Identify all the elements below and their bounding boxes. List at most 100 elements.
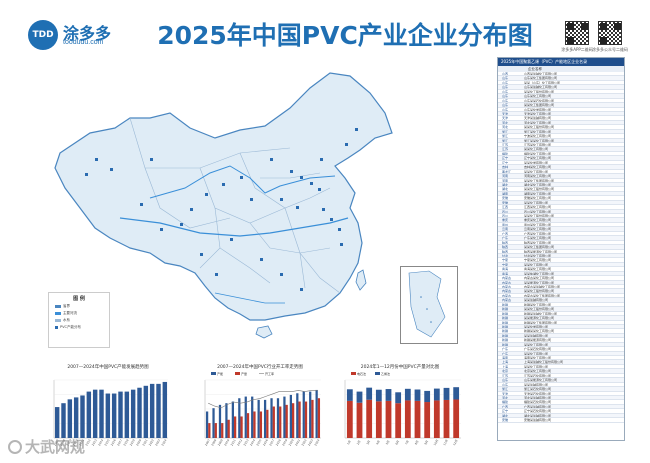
row-province: 湖北 bbox=[502, 187, 509, 191]
bar bbox=[73, 397, 79, 438]
row-company: 某某能源化工有限公司 bbox=[524, 316, 555, 320]
directory-row: 内蒙古 某某氯碱有限公司 bbox=[498, 298, 624, 303]
bar bbox=[375, 401, 382, 438]
chart-capacity-svg: 2007 2008 2009 2010 2011 2012 2013 2014 2015 2016… bbox=[53, 379, 168, 447]
qr-code-wechat[interactable] bbox=[598, 21, 622, 45]
tick-label: 2015 bbox=[103, 438, 110, 446]
row-province: 上海 bbox=[502, 364, 509, 369]
directory-row: 新疆 新疆某化工有限公司 bbox=[498, 302, 624, 308]
enterprise-directory[interactable]: 2025年中国聚氯乙烯（PVC）产能地区企业名录 企业名称 山西 山西某氯碱化工有… bbox=[497, 57, 625, 441]
row-province: 山东 bbox=[502, 98, 509, 103]
directory-row: 辽宁 某某化学有限公司 bbox=[498, 160, 624, 166]
row-company: 新疆某化工集团有限公司 bbox=[524, 320, 558, 324]
bar bbox=[453, 399, 460, 438]
row-company: 重庆某化工有限公司 bbox=[524, 218, 552, 222]
tick-label: 2017 bbox=[268, 438, 275, 446]
row-company: 天津某石化有限公司 bbox=[524, 391, 552, 395]
chart-title: 2007—2024年中国PVC行业开工率走势图 bbox=[217, 365, 303, 370]
directory-row: 宁夏 某某化工有限公司 bbox=[498, 262, 624, 268]
tick-label: 2020 bbox=[135, 438, 142, 446]
bar bbox=[304, 401, 308, 438]
row-province: 辽宁 bbox=[502, 160, 509, 165]
row-company: 安徽某化工有限公司 bbox=[524, 196, 552, 200]
row-province: 宁夏 bbox=[502, 262, 509, 267]
bar bbox=[366, 399, 373, 438]
bar bbox=[433, 388, 440, 401]
bar bbox=[315, 389, 318, 438]
row-province: 北京 bbox=[502, 369, 509, 373]
row-province: 新疆 bbox=[502, 324, 509, 329]
qr-code-app[interactable] bbox=[565, 21, 589, 45]
directory-row: 山东 山东某氯碱化工有限公司 bbox=[498, 85, 624, 90]
row-province: 浙江 bbox=[502, 387, 509, 391]
row-province: 内蒙古 bbox=[502, 280, 512, 284]
row-province: 山东 bbox=[502, 382, 509, 387]
bar bbox=[221, 423, 224, 438]
row-province: 山东 bbox=[502, 85, 509, 89]
row-company: 某某化工有限公司 bbox=[524, 364, 549, 369]
directory-row: 北京 北京某化工有限公司 bbox=[498, 369, 624, 374]
row-province: 河南 bbox=[502, 174, 509, 178]
row-company: 某某化工股份有限公司 bbox=[524, 214, 555, 218]
row-company: 湖北某化工有限公司 bbox=[524, 182, 552, 187]
directory-row: 新疆 新疆某某化工有限公司 bbox=[498, 329, 624, 334]
row-company: 内蒙古某化工集团有限公司 bbox=[524, 293, 561, 298]
bar bbox=[414, 400, 421, 438]
bar bbox=[162, 381, 168, 438]
directory-row: 辽宁 辽宁某化工有限公司 bbox=[498, 156, 624, 161]
row-company: 内蒙古某化工有限公司 bbox=[524, 276, 555, 280]
directory-row: 贵州 贵州某化工有限公司 bbox=[498, 223, 624, 228]
directory-row: 重庆 重庆某化工有限公司 bbox=[498, 218, 624, 223]
bar bbox=[225, 403, 228, 438]
directory-row: 甘肃 甘肃某化工有限公司 bbox=[498, 253, 624, 259]
directory-row: 安徽 安徽某氯碱有限公司 bbox=[498, 418, 624, 423]
bar bbox=[298, 401, 301, 438]
tick-label: 2009 bbox=[65, 438, 72, 446]
row-province: 山东 bbox=[502, 80, 509, 85]
row-province: 陕西 bbox=[502, 240, 509, 245]
bar bbox=[54, 407, 60, 438]
row-company: 宁夏某化工有限公司 bbox=[524, 258, 552, 262]
directory-row: 新疆 某某化学有限公司 bbox=[498, 324, 624, 330]
directory-row: 江西 江西某化工有限公司 bbox=[498, 205, 624, 210]
tick-label: 2022 bbox=[301, 438, 308, 446]
row-company: 某某化工有限公司 bbox=[524, 262, 549, 267]
bar bbox=[214, 423, 217, 438]
directory-row: 山东 某某（山东）化工有限公司 bbox=[498, 80, 624, 86]
directory-row: 湖北 湖北某化工有限公司 bbox=[498, 182, 624, 188]
tick-label: 2007 bbox=[204, 438, 211, 446]
row-company: 山东某化工集团有限公司 bbox=[524, 76, 558, 80]
row-province: 新疆 bbox=[502, 333, 509, 338]
row-company: 江苏某石化有限公司 bbox=[524, 373, 552, 378]
qr-caption-app: 涂多多APP二维码 bbox=[561, 47, 593, 52]
directory-row: 广西 广西某氯碱有限公司 bbox=[498, 404, 624, 410]
chart-monthly-output: 2024年1—12月份中国PVC产量对比图 1月 2月 3月 4月 5月 6月 7月 8月 9月… bbox=[335, 364, 465, 450]
row-company: 某某化工集团有限公司 bbox=[524, 103, 555, 107]
directory-row: 海南 海南某化工有限公司 bbox=[498, 356, 624, 361]
row-province: 新疆 bbox=[502, 320, 509, 324]
bar bbox=[99, 389, 104, 438]
row-province: 福建 bbox=[502, 151, 509, 156]
watermark-icon bbox=[8, 439, 22, 454]
bar bbox=[156, 383, 161, 438]
legend-label: 开工率 bbox=[265, 371, 274, 376]
bar bbox=[92, 389, 98, 438]
row-province: 广东 bbox=[502, 351, 509, 355]
directory-row: 山东 山东某能源化工有限公司 bbox=[498, 378, 624, 383]
legend-item: 主要河流 bbox=[55, 311, 109, 316]
bar bbox=[289, 394, 292, 438]
row-company: 某某化工有限公司 bbox=[524, 342, 549, 347]
row-company: 某某能源化工有限公司 bbox=[524, 280, 555, 284]
row-company: 新疆某化工有限公司 bbox=[524, 302, 552, 307]
tick-label: 2019 bbox=[129, 438, 136, 446]
legend-item: 省界 bbox=[55, 304, 109, 309]
row-province: 山东 bbox=[502, 94, 509, 98]
china-map[interactable]: 图 例 省界 主要河流 水系 PVC产能分布 bbox=[0, 58, 490, 368]
row-company: 河北某氯碱有限公司 bbox=[524, 395, 552, 400]
directory-row: 河南 某某化工集团有限公司 bbox=[498, 179, 624, 183]
directory-heading: 2025年中国聚氯乙烯（PVC）产能地区企业名录 bbox=[498, 58, 624, 66]
bar bbox=[137, 387, 142, 438]
tick-label: 2月 bbox=[356, 439, 362, 445]
bar bbox=[253, 411, 256, 438]
row-province: 河北 bbox=[502, 395, 509, 400]
